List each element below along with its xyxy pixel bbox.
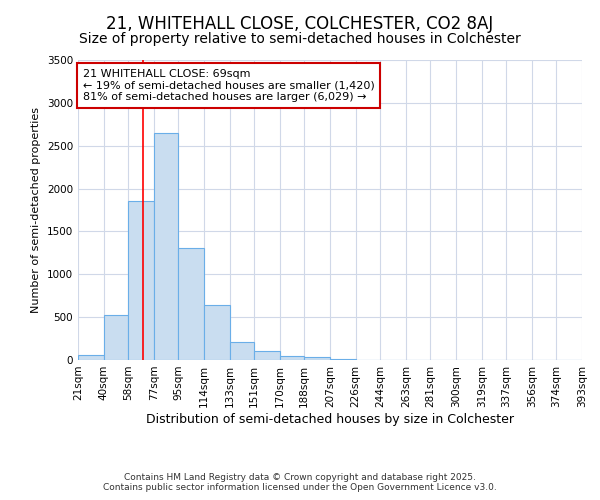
Bar bbox=[128, 202, 154, 360]
Bar bbox=[178, 248, 204, 360]
Bar bbox=[204, 305, 230, 360]
Bar bbox=[330, 358, 356, 360]
Y-axis label: Number of semi-detached properties: Number of semi-detached properties bbox=[31, 107, 41, 313]
Text: Contains HM Land Registry data © Crown copyright and database right 2025.
Contai: Contains HM Land Registry data © Crown c… bbox=[103, 473, 497, 492]
Bar bbox=[254, 352, 280, 360]
Bar bbox=[154, 133, 178, 360]
Bar bbox=[280, 356, 304, 360]
X-axis label: Distribution of semi-detached houses by size in Colchester: Distribution of semi-detached houses by … bbox=[146, 412, 514, 426]
Text: 21 WHITEHALL CLOSE: 69sqm
← 19% of semi-detached houses are smaller (1,420)
81% : 21 WHITEHALL CLOSE: 69sqm ← 19% of semi-… bbox=[83, 69, 375, 102]
Bar bbox=[78, 356, 104, 360]
Bar bbox=[304, 358, 330, 360]
Text: 21, WHITEHALL CLOSE, COLCHESTER, CO2 8AJ: 21, WHITEHALL CLOSE, COLCHESTER, CO2 8AJ bbox=[106, 15, 494, 33]
Bar bbox=[104, 314, 128, 360]
Text: Size of property relative to semi-detached houses in Colchester: Size of property relative to semi-detach… bbox=[79, 32, 521, 46]
Bar bbox=[230, 342, 254, 360]
